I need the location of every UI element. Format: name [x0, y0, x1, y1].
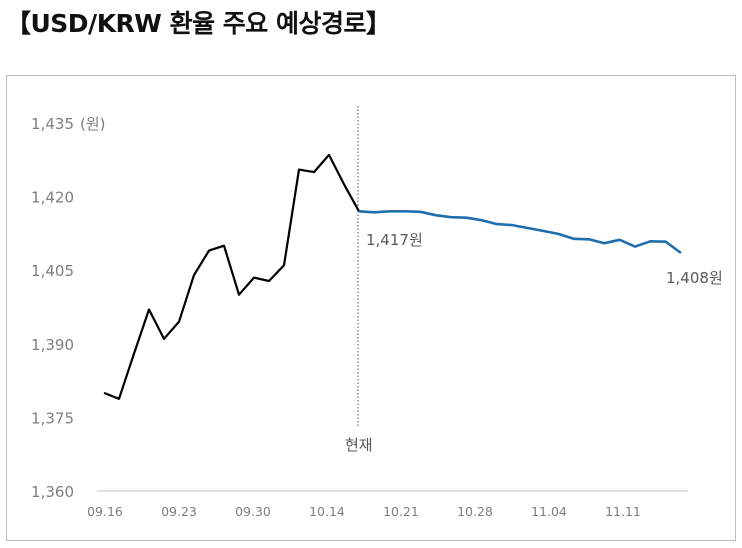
y-tick-label: 1,420: [31, 189, 74, 207]
x-tick-label: 11.11: [605, 504, 641, 519]
annotation-end-value: 1,408원: [666, 269, 723, 287]
y-tick-labels: 1,360 1,375 1,390 1,405 1,420 1,435: [31, 115, 74, 501]
series-line-forecast: [358, 210, 682, 255]
y-unit-label: (원): [80, 115, 106, 133]
y-tick-label: 1,435: [31, 115, 74, 133]
x-tick-label: 10.28: [457, 504, 493, 519]
y-tick-label: 1,405: [31, 262, 74, 280]
x-tick-labels: 09.16 09.23 09.30 10.14 10.21 10.28 11.04 11.11: [87, 504, 641, 519]
x-tick-label: 09.23: [161, 504, 197, 519]
chart-frame: [6, 75, 736, 541]
y-tick-label: 1,360: [31, 483, 74, 501]
x-tick-label: 09.16: [87, 504, 123, 519]
series-line-historical: [103, 153, 360, 400]
x-tick-label: 10.21: [383, 504, 419, 519]
y-tick-label: 1,375: [31, 409, 74, 427]
current-label: 현재: [345, 436, 373, 454]
x-tick-label: 10.14: [309, 504, 345, 519]
y-tick-label: 1,390: [31, 336, 74, 354]
x-tick-label: 09.30: [235, 504, 271, 519]
chart-title: 【USD/KRW 환율 주요 예상경로】: [6, 9, 391, 38]
x-tick-label: 11.04: [531, 504, 567, 519]
annotation-start-value: 1,417원: [366, 231, 423, 249]
